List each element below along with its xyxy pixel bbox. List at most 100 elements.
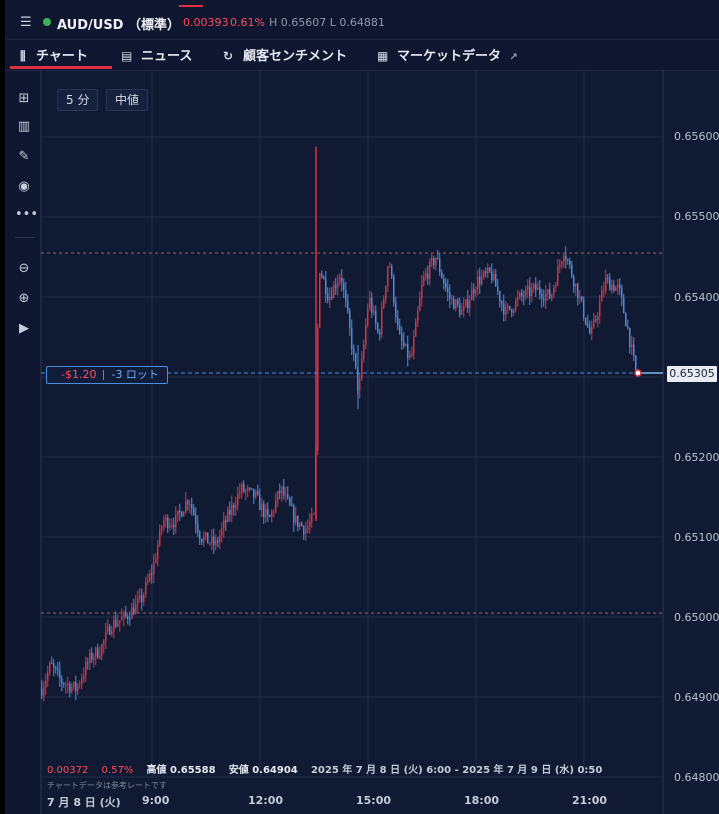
candle-body — [371, 298, 373, 313]
candle-body — [123, 612, 125, 618]
candle-body — [471, 289, 473, 301]
candle-body — [251, 488, 253, 490]
candle-body — [329, 296, 331, 301]
candle-body — [197, 524, 199, 533]
candle-body — [617, 284, 619, 287]
hamburger-icon[interactable]: ☰ — [20, 15, 32, 30]
current-price-tag: 0.65305 — [667, 366, 717, 382]
candle-body — [417, 310, 419, 322]
candle-body — [147, 580, 149, 583]
zoom-out-icon[interactable]: ⊖ — [18, 261, 30, 276]
candle-body — [253, 488, 255, 498]
time-axis-label: 15:00 — [356, 794, 392, 807]
candle-body — [555, 285, 557, 288]
candle-body — [629, 327, 631, 348]
candle-body — [531, 288, 533, 296]
candle-body — [411, 353, 413, 356]
candle-body — [547, 289, 549, 294]
candle-body — [501, 301, 503, 304]
candle-body — [597, 315, 599, 320]
info-change: 0.00372 — [47, 765, 89, 776]
candle-body — [187, 501, 189, 505]
candle-body — [429, 261, 431, 279]
calculator-icon[interactable]: ⊞ — [18, 91, 30, 106]
news-icon: ▤ — [121, 49, 133, 63]
candle-body — [127, 616, 129, 619]
time-axis-label: 18:00 — [464, 794, 500, 807]
candle-body — [227, 509, 229, 522]
candle-body — [103, 640, 105, 645]
candle-body — [139, 595, 141, 599]
candle-body — [299, 523, 301, 527]
candle-body — [437, 257, 439, 260]
play-end-icon[interactable]: ▶ — [19, 321, 29, 336]
candle-body — [209, 543, 211, 545]
candle-body — [181, 512, 183, 517]
candle-body — [215, 540, 217, 545]
candle-body — [589, 326, 591, 334]
candle-body — [65, 684, 67, 686]
status-indicator — [43, 18, 51, 26]
candle-body — [73, 682, 75, 687]
price-type-selector[interactable]: 中値 — [106, 89, 149, 111]
candle-body — [107, 626, 109, 632]
candle-body — [99, 655, 101, 658]
candle-body — [575, 283, 577, 287]
candle-body — [529, 286, 531, 296]
candle-body — [141, 595, 143, 602]
candle-body — [491, 271, 493, 281]
candle-body — [493, 273, 495, 281]
candle-body — [363, 344, 365, 359]
candle-body — [615, 286, 617, 291]
candle-body — [121, 617, 123, 621]
candle-body — [231, 504, 233, 515]
candle-body — [221, 528, 223, 536]
candle-body — [93, 657, 95, 660]
candle-body — [63, 683, 65, 686]
pencil-icon[interactable]: ✎ — [18, 149, 30, 164]
candle-body — [581, 296, 583, 300]
active-tab-indicator — [10, 66, 112, 69]
candle-body — [487, 267, 489, 274]
timeframe-selector[interactable]: 5 分 — [57, 89, 99, 111]
candle-body — [349, 311, 351, 328]
sentiment-icon: ↻ — [223, 49, 234, 63]
zoom-in-icon[interactable]: ⊕ — [18, 291, 30, 306]
position-tag[interactable]: -$1.20 -3 ロット — [46, 366, 168, 384]
candle-body — [193, 508, 195, 516]
chart-area[interactable] — [5, 71, 719, 814]
candle-body — [633, 344, 635, 356]
bar-chart-icon[interactable]: ▥ — [17, 119, 31, 134]
candle-body — [621, 288, 623, 298]
tab-chart[interactable]: ⫼ チャート — [20, 49, 88, 64]
tab-market-data[interactable]: ▦ マーケットデータ ↗ — [377, 49, 518, 64]
candle-body — [431, 258, 433, 262]
candle-body — [171, 524, 173, 526]
candle-body — [297, 515, 299, 527]
eye-icon[interactable]: ◉ — [18, 179, 30, 194]
candle-body — [625, 313, 627, 327]
more-icon[interactable]: ••• — [15, 207, 39, 222]
candle-body — [583, 299, 585, 318]
candle-body — [343, 282, 345, 290]
candle-body — [347, 300, 349, 312]
candle-body — [175, 515, 177, 528]
tab-sentiment[interactable]: ↻ 顧客センチメント — [223, 49, 348, 64]
info-range: 2025 年 7 月 8 日 (火) 6:00 - 2025 年 7 月 9 日… — [310, 765, 603, 776]
candle-body — [163, 520, 165, 527]
candle-body — [331, 296, 333, 299]
candle-body — [247, 488, 249, 491]
candle-body — [599, 301, 601, 316]
candle-body — [377, 323, 379, 332]
candle-body — [579, 296, 581, 299]
candle-body — [117, 623, 119, 627]
candle-body — [585, 317, 587, 325]
candle-body — [169, 525, 171, 528]
candle-body — [397, 317, 399, 326]
candle-body — [591, 327, 593, 334]
candle-body — [285, 494, 287, 496]
candle-body — [143, 594, 145, 602]
symbol-title[interactable]: AUD/USD （標準） — [57, 18, 180, 33]
tab-news[interactable]: ▤ ニュース — [121, 49, 193, 64]
